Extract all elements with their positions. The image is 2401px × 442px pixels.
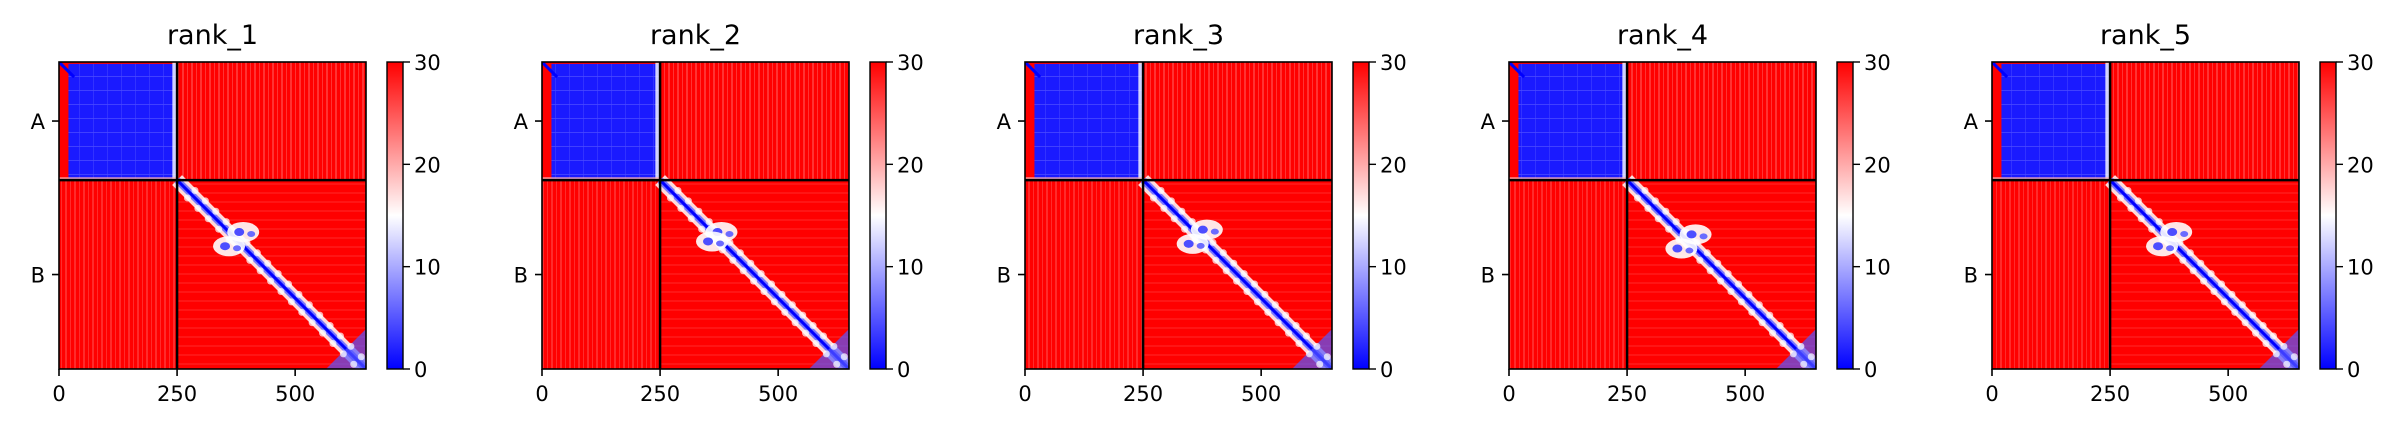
colorbar	[870, 62, 886, 369]
plot-frame	[58, 61, 367, 370]
colorbar-tick-label: 20	[1864, 153, 1891, 177]
chain-label-A: A	[514, 110, 529, 134]
plot-frame	[1991, 61, 2300, 370]
x-tick-label: 250	[640, 382, 680, 406]
x-tick-label: 0	[1985, 382, 1998, 406]
pae-panel-1: rank_1 0 250 500 A B 0 10 20 30	[31, 20, 441, 406]
panel-title: rank_3	[1133, 20, 1224, 51]
colorbar-tick-label: 30	[414, 51, 441, 75]
x-tick-label: 500	[1241, 382, 1281, 406]
colorbar-tick-label: 20	[1380, 153, 1407, 177]
pae-panel-4: rank_4 0 250 500 A B 0 10 20 30	[1481, 20, 1891, 406]
chain-label-B: B	[997, 264, 1011, 288]
x-tick-label: 250	[2090, 382, 2130, 406]
pae-heatmap	[542, 62, 849, 369]
colorbar-tick-label: 10	[2347, 256, 2374, 280]
chain-label-A: A	[997, 110, 1012, 134]
pae-panel-3: rank_3 0 250 500 A B 0 10 20 30	[997, 20, 1407, 406]
x-tick-label: 0	[52, 382, 65, 406]
colorbar-tick-label: 10	[1380, 256, 1407, 280]
colorbar-tick-label: 10	[1864, 256, 1891, 280]
colorbar-tick-label: 0	[2347, 358, 2360, 382]
x-tick-label: 0	[535, 382, 548, 406]
x-tick-label: 250	[1607, 382, 1647, 406]
colorbar-tick-label: 10	[414, 256, 441, 280]
panel-title: rank_5	[2100, 20, 2191, 51]
chain-label-A: A	[31, 110, 46, 134]
pae-heatmap	[1992, 62, 2299, 369]
colorbar-tick-label: 20	[897, 153, 924, 177]
chain-label-B: B	[1964, 264, 1978, 288]
x-tick-label: 500	[2208, 382, 2248, 406]
x-tick-label: 500	[1725, 382, 1765, 406]
colorbar-tick-label: 0	[1864, 358, 1877, 382]
colorbar-tick-label: 20	[414, 153, 441, 177]
chain-label-B: B	[31, 264, 45, 288]
plot-frame	[1024, 61, 1333, 370]
pae-panel-2: rank_2 0 250 500 A B 0 10 20 30	[514, 20, 924, 406]
pae-heatmap	[1025, 62, 1332, 369]
colorbar	[2320, 62, 2336, 369]
colorbar-tick-label: 0	[1380, 358, 1393, 382]
panel-title: rank_2	[650, 20, 741, 51]
panel-title: rank_1	[167, 20, 258, 51]
colorbar	[1837, 62, 1853, 369]
pae-heatmap	[1509, 62, 1816, 369]
colorbar-tick-label: 30	[897, 51, 924, 75]
chain-label-B: B	[514, 264, 528, 288]
pae-panel-5: rank_5 0 250 500 A B 0 10 20 30	[1964, 20, 2374, 406]
plot-frame	[1508, 61, 1817, 370]
panel-title: rank_4	[1617, 20, 1708, 51]
x-tick-label: 500	[275, 382, 315, 406]
colorbar-tick-label: 30	[2347, 51, 2374, 75]
plot-frame	[541, 61, 850, 370]
colorbar	[1353, 62, 1369, 369]
colorbar-tick-label: 10	[897, 256, 924, 280]
colorbar-tick-label: 0	[897, 358, 910, 382]
x-tick-label: 250	[157, 382, 197, 406]
colorbar-tick-label: 0	[414, 358, 427, 382]
colorbar-tick-label: 30	[1864, 51, 1891, 75]
x-tick-label: 250	[1123, 382, 1163, 406]
chain-label-B: B	[1481, 264, 1495, 288]
pae-heatmap	[59, 62, 366, 369]
x-tick-label: 0	[1018, 382, 1031, 406]
colorbar-tick-label: 20	[2347, 153, 2374, 177]
colorbar-tick-label: 30	[1380, 51, 1407, 75]
chain-label-A: A	[1481, 110, 1496, 134]
chain-label-A: A	[1964, 110, 1979, 134]
x-tick-label: 0	[1502, 382, 1515, 406]
x-tick-label: 500	[758, 382, 798, 406]
colorbar	[387, 62, 403, 369]
